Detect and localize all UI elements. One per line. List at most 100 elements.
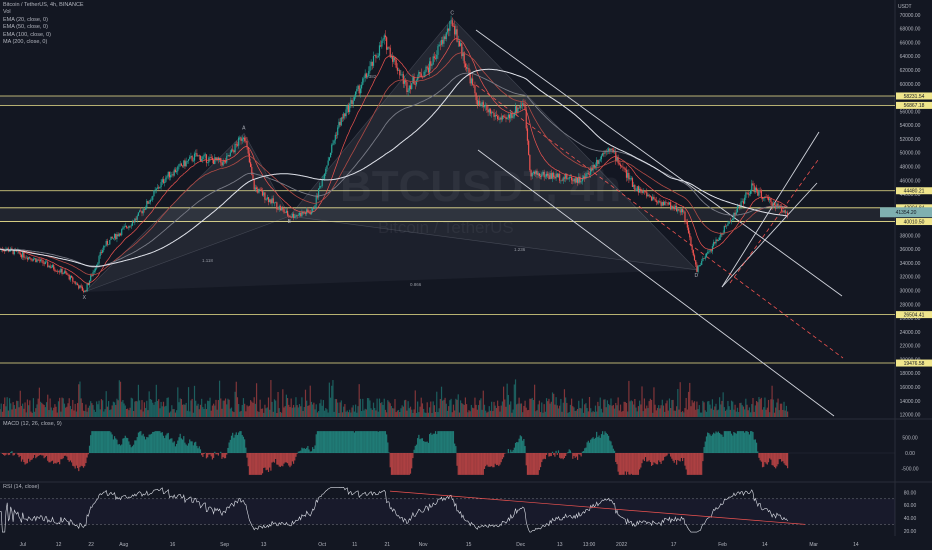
volume-bar xyxy=(146,400,148,417)
macd-histogram-bar xyxy=(671,453,673,459)
volume-bar xyxy=(263,412,265,417)
candle-body xyxy=(99,252,101,257)
volume-bar xyxy=(440,386,443,417)
candle-body xyxy=(242,137,245,139)
macd-histogram-bar xyxy=(775,453,777,469)
volume-bar xyxy=(380,403,382,417)
volume-bar xyxy=(431,412,433,417)
macd-histogram-bar xyxy=(594,437,597,453)
indicator-ma200[interactable]: MA (200, close, 0) xyxy=(3,39,48,46)
volume-bar xyxy=(529,398,531,417)
volume-bar xyxy=(260,408,262,417)
candle-body xyxy=(139,210,141,213)
candle-body xyxy=(301,212,303,217)
macd-histogram-bar xyxy=(785,453,788,466)
volume-bar xyxy=(297,407,299,417)
macd-histogram-bar xyxy=(729,431,731,453)
pattern-ratio-label: 1.118 xyxy=(202,258,213,263)
macd-histogram-bar xyxy=(238,432,240,453)
candle-body xyxy=(608,148,610,151)
macd-title[interactable]: MACD (12, 26, close, 9) xyxy=(3,421,62,427)
candle-body xyxy=(337,127,339,136)
macd-histogram-bar xyxy=(728,431,730,453)
macd-histogram-bar xyxy=(739,431,741,453)
candle-body xyxy=(196,153,198,157)
macd-histogram-bar xyxy=(20,453,23,462)
volume-bar xyxy=(771,385,773,417)
volume-bar xyxy=(523,405,525,417)
symbol-title[interactable]: Bitcoin / TetherUS, 4h, BINANCE xyxy=(3,2,84,8)
macd-histogram-bar xyxy=(364,431,366,453)
indicator-ema100[interactable]: EMA (100, close, 0) xyxy=(3,31,51,38)
volume-bar xyxy=(271,401,273,417)
indicator-ema50[interactable]: EMA (50, close, 0) xyxy=(3,24,48,31)
candle-body xyxy=(74,281,76,284)
candle-body xyxy=(320,186,322,187)
volume-bar xyxy=(11,409,13,417)
volume-bar xyxy=(321,405,323,417)
volume-bar xyxy=(282,389,284,417)
macd-histogram-bar xyxy=(575,453,577,457)
candle-body xyxy=(214,157,216,164)
macd-histogram-bar xyxy=(167,432,169,453)
candle-body xyxy=(199,155,202,162)
volume-bar xyxy=(516,404,518,417)
volume-bar xyxy=(113,402,116,417)
macd-histogram-bar xyxy=(592,437,594,453)
macd-histogram-bar xyxy=(560,453,562,459)
candle-body xyxy=(159,187,161,189)
macd-histogram-bar xyxy=(8,453,11,455)
volume-bar xyxy=(591,412,593,417)
macd-histogram-bar xyxy=(176,443,178,453)
candle-body xyxy=(306,209,308,214)
volume-bar xyxy=(676,406,678,417)
macd-histogram-bar xyxy=(386,434,388,453)
macd-histogram-bar xyxy=(565,453,567,457)
macd-histogram-bar xyxy=(216,453,218,455)
volume-bar xyxy=(276,412,278,417)
macd-histogram-bar xyxy=(426,441,428,453)
volume-bar xyxy=(23,408,25,417)
candle-body xyxy=(245,140,247,142)
candle-body xyxy=(701,261,703,266)
candle-body xyxy=(376,57,378,58)
macd-histogram-bar xyxy=(112,439,114,453)
candle-body xyxy=(246,141,248,148)
pattern-ratio-label: 0.382 xyxy=(365,74,377,79)
volume-bar xyxy=(456,399,458,417)
candle-body xyxy=(384,35,387,38)
macd-histogram-bar xyxy=(495,453,498,466)
indicator-vol[interactable]: Vol xyxy=(3,9,11,16)
rsi-title[interactable]: RSI (14, close) xyxy=(3,484,40,490)
candle-body xyxy=(165,177,167,182)
macd-histogram-bar xyxy=(233,437,235,453)
macd-histogram-bar xyxy=(327,431,329,453)
macd-histogram-bar xyxy=(202,453,204,457)
volume-bar xyxy=(365,409,367,417)
volume-bar xyxy=(713,409,715,417)
macd-histogram-bar xyxy=(269,453,271,468)
candle-body xyxy=(582,176,585,179)
candle-body xyxy=(438,44,440,47)
candle-body xyxy=(551,172,554,179)
candle-body xyxy=(289,215,291,218)
macd-histogram-bar xyxy=(430,432,432,453)
watermark-name: Bitcoin / TetherUS xyxy=(378,218,514,237)
indicator-ema20[interactable]: EMA (20, close, 0) xyxy=(3,16,48,23)
candle-body xyxy=(420,73,422,77)
volume-bar xyxy=(639,400,641,417)
candle-body xyxy=(314,205,316,209)
macd-histogram-bar xyxy=(388,452,390,453)
volume-bar xyxy=(229,408,231,417)
macd-histogram-bar xyxy=(444,431,446,453)
candle-body xyxy=(630,178,632,179)
volume-bar xyxy=(39,401,42,417)
volume-bar xyxy=(674,410,677,417)
candle-body xyxy=(259,188,261,190)
macd-histogram-bar xyxy=(436,434,438,453)
macd-histogram-bar xyxy=(664,453,666,457)
macd-histogram-bar xyxy=(335,431,338,453)
macd-histogram-bar xyxy=(344,431,346,453)
volume-bar xyxy=(133,411,135,417)
